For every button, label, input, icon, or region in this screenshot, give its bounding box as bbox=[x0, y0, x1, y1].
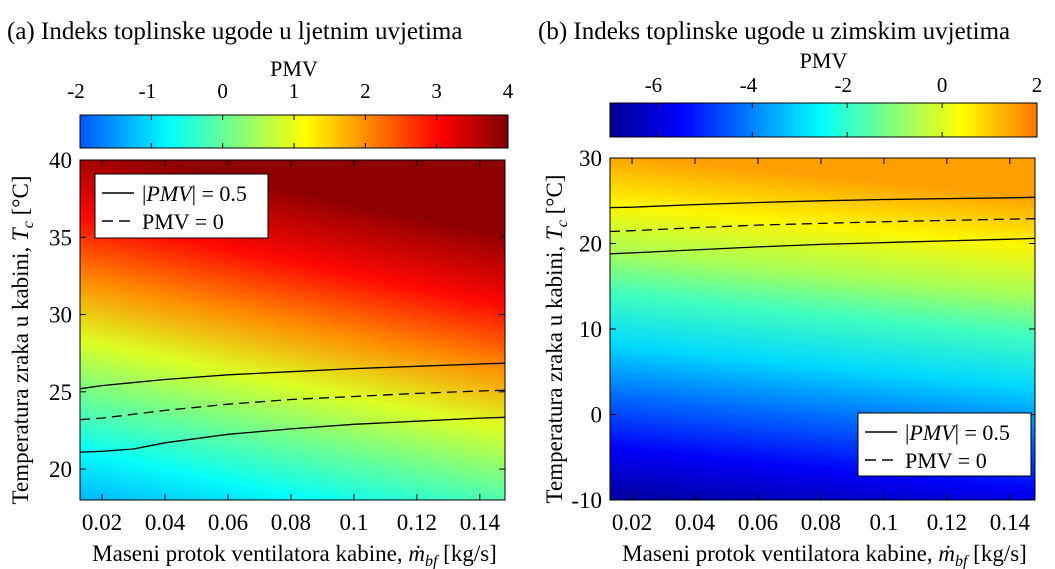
y-tick-label: 10 bbox=[579, 317, 602, 342]
x-axis-label: Maseni protok ventilatora kabine, ṁbf [k… bbox=[92, 541, 497, 569]
colorbar-tick-label: -1 bbox=[139, 79, 157, 103]
contour-pmv-0 bbox=[80, 389, 505, 421]
x-tick-label: 0.08 bbox=[801, 510, 841, 535]
colorbar-tick-label: -4 bbox=[740, 73, 758, 97]
x-tick-label: 0.02 bbox=[82, 510, 122, 535]
colorbar-tick-label: 4 bbox=[503, 79, 514, 103]
colorbar-tick-label: 2 bbox=[360, 79, 371, 103]
colorbar-tick-label: -2 bbox=[67, 79, 85, 103]
x-axis-label: Maseni protok ventilatora kabine, ṁbf [k… bbox=[622, 541, 1027, 569]
colorbar bbox=[609, 102, 1038, 138]
legend-box bbox=[857, 412, 1032, 477]
y-tick-label: 25 bbox=[49, 380, 72, 405]
x-tick-label: 0.04 bbox=[145, 510, 186, 535]
colorbar-tick-label: 3 bbox=[431, 79, 442, 103]
y-tick-label: 20 bbox=[49, 457, 72, 482]
legend-entry: PMV = 0 bbox=[142, 209, 224, 234]
y-tick-label: 30 bbox=[579, 146, 602, 171]
colorbar-tick-label: -6 bbox=[645, 73, 663, 97]
y-axis-label: Temperatura zraka u kabini, Tc [°C] bbox=[542, 175, 571, 504]
legend-entry: PMV = 0 bbox=[905, 448, 987, 473]
colorbar-tick-label: 1 bbox=[289, 79, 300, 103]
colorbar-label: PMV bbox=[800, 48, 848, 73]
colorbar-tick-label: 0 bbox=[937, 73, 948, 97]
x-tick-label: 0.04 bbox=[675, 510, 716, 535]
colorbar-label: PMV bbox=[270, 56, 318, 81]
y-tick-label: 35 bbox=[49, 225, 72, 250]
contour-pmv-0-5 bbox=[610, 237, 1035, 255]
y-tick-label: 0 bbox=[591, 403, 603, 428]
y-tick-label: -10 bbox=[571, 488, 602, 513]
x-tick-label: 0.12 bbox=[927, 510, 967, 535]
contour-pmv-0-5 bbox=[80, 416, 505, 453]
contour-pmv-0-5 bbox=[80, 362, 505, 390]
x-tick-label: 0.12 bbox=[397, 510, 437, 535]
x-tick-label: 0.08 bbox=[271, 510, 311, 535]
legend: |PMV| = 0.5 PMV = 0 bbox=[94, 173, 269, 239]
colorbar bbox=[79, 114, 509, 149]
plot-frame bbox=[79, 159, 506, 501]
colorbar-tick-label: -2 bbox=[834, 73, 852, 97]
chart-title: (b) Indeks toplinske ugode u zimskim uvj… bbox=[538, 18, 1010, 45]
legend: |PMV| = 0.5 PMV = 0 bbox=[857, 412, 1032, 477]
chart-title: (a) Indeks toplinske ugode u ljetnim uvj… bbox=[7, 18, 462, 45]
x-tick-label: 0.06 bbox=[208, 510, 248, 535]
y-tick-label: 40 bbox=[49, 148, 72, 173]
contour-pmv-0-5 bbox=[610, 196, 1035, 209]
colorbar-tick-label: 2 bbox=[1032, 73, 1043, 97]
x-tick-label: 0.06 bbox=[738, 510, 778, 535]
y-axis-label: Temperatura zraka u kabini, Tc [°C] bbox=[8, 176, 37, 505]
y-tick-label: 20 bbox=[579, 232, 602, 257]
x-tick-label: 0.14 bbox=[990, 510, 1031, 535]
contour-pmv-0 bbox=[610, 218, 1035, 233]
x-tick-label: 0.02 bbox=[612, 510, 652, 535]
legend-box bbox=[94, 173, 269, 239]
x-tick-label: 0.1 bbox=[870, 510, 899, 535]
colorbar-tick-label: 0 bbox=[217, 79, 228, 103]
x-tick-label: 0.1 bbox=[340, 510, 369, 535]
chart-panel-a: (a) Indeks toplinske ugode u ljetnim uvj… bbox=[7, 18, 514, 569]
x-tick-label: 0.14 bbox=[460, 510, 501, 535]
legend-entry: |PMV| = 0.5 bbox=[142, 181, 247, 206]
legend-entry: |PMV| = 0.5 bbox=[905, 420, 1010, 445]
y-tick-label: 30 bbox=[49, 303, 72, 328]
chart-panel-b: (b) Indeks toplinske ugode u zimskim uvj… bbox=[538, 18, 1042, 569]
